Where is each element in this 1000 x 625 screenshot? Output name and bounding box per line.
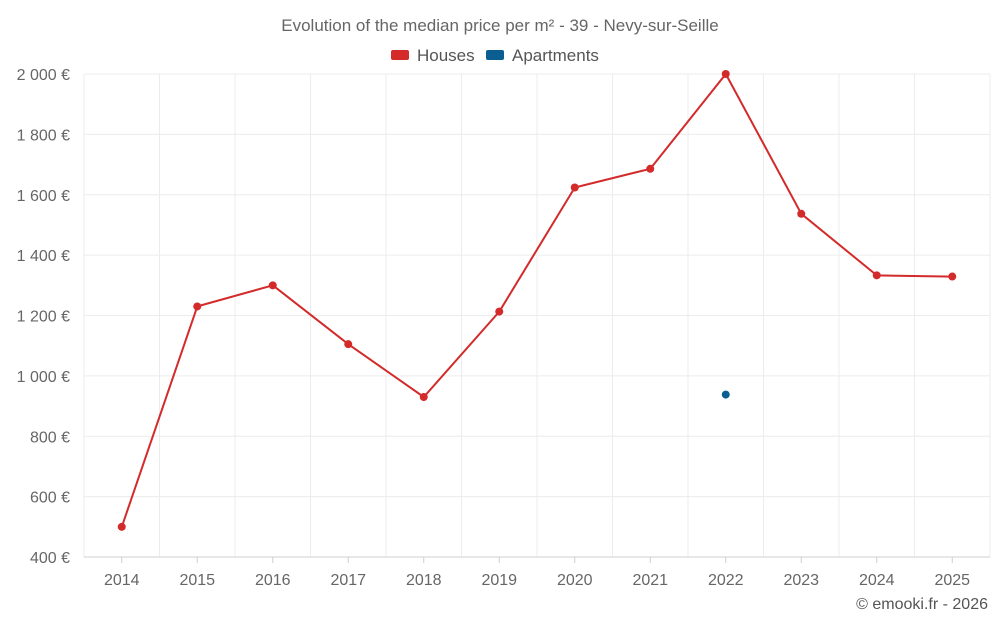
x-tick-label: 2023 [783, 572, 819, 589]
data-point-houses [646, 164, 655, 173]
y-tick-label: 1 000 € [17, 369, 70, 386]
data-point-houses [948, 272, 957, 281]
y-tick-label: 800 € [30, 429, 70, 446]
y-tick-label: 1 800 € [17, 127, 70, 144]
y-tick-label: 1 600 € [17, 188, 70, 205]
data-point-houses [193, 302, 202, 311]
data-point-houses [344, 340, 353, 349]
legend-swatch-apartments [486, 50, 504, 60]
data-point-houses [495, 307, 504, 316]
x-tick-label: 2024 [859, 572, 895, 589]
data-point-houses [419, 393, 428, 402]
x-tick-label: 2020 [557, 572, 593, 589]
y-tick-label: 1 200 € [17, 309, 70, 326]
chart-title: Evolution of the median price per m² - 3… [281, 16, 718, 35]
series-line-houses [120, 73, 953, 528]
x-tick-label: 2021 [632, 572, 668, 589]
axes: 400 € 600 € 800 € 1 000 € 1 200 € 1 400 € 1 60… [17, 67, 990, 589]
data-point-apartments [721, 390, 730, 399]
data-point-houses [117, 522, 126, 531]
x-tick-label: 2018 [406, 572, 442, 589]
y-tick-label: 1 400 € [17, 248, 70, 265]
data-point-houses [268, 281, 277, 290]
data-point-houses [872, 271, 881, 280]
x-tick-label: 2016 [255, 572, 291, 589]
x-tick-label: 2019 [481, 572, 517, 589]
copyright-footer: © emooki.fr - 2026 [856, 596, 988, 613]
x-tick-label: 2014 [104, 572, 140, 589]
y-tick-label: 400 € [30, 550, 70, 567]
data-point-houses [570, 183, 579, 192]
legend-item-apartments[interactable]: Apartments [486, 46, 599, 65]
series [117, 70, 957, 531]
x-tick-label: 2022 [708, 572, 744, 589]
y-tick-label: 2 000 € [17, 67, 70, 84]
x-tick-label: 2015 [179, 572, 215, 589]
data-point-houses [797, 209, 806, 218]
legend-label-houses: Houses [417, 46, 475, 65]
legend-item-houses[interactable]: Houses [391, 46, 475, 65]
y-tick-label: 600 € [30, 490, 70, 507]
legend-label-apartments: Apartments [512, 46, 599, 65]
legend: Houses Apartments [391, 46, 599, 65]
data-point-houses [721, 70, 730, 78]
legend-swatch-houses [391, 50, 409, 60]
x-tick-label: 2025 [934, 572, 970, 589]
grid [83, 73, 991, 557]
x-tick-label: 2017 [330, 572, 366, 589]
